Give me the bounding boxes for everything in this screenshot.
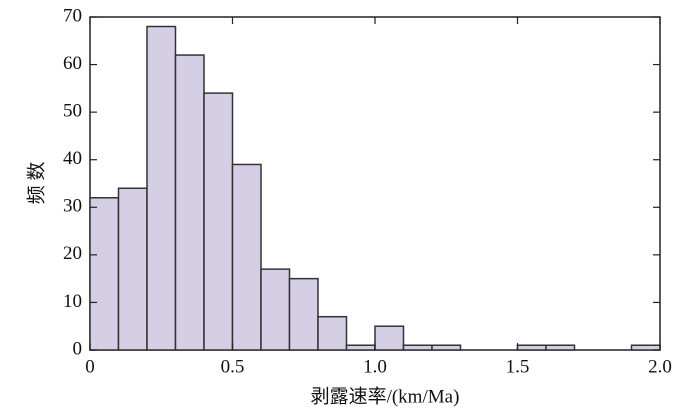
x-axis-label: 剥露速率/(km/Ma) — [311, 385, 460, 407]
x-tick-label: 1.5 — [506, 356, 530, 377]
bar — [317, 315, 348, 351]
y-tick-label: 40 — [63, 148, 82, 169]
bar — [89, 197, 120, 351]
bar — [374, 325, 405, 351]
y-tick-label: 10 — [63, 291, 82, 312]
bar — [146, 25, 177, 351]
y-tick-label: 20 — [63, 243, 82, 264]
bar — [431, 344, 462, 351]
bar — [231, 163, 262, 351]
bar — [260, 268, 291, 351]
y-tick-label: 60 — [63, 53, 82, 74]
y-tick-label: 0 — [73, 338, 83, 359]
x-tick-label: 1.0 — [363, 356, 387, 377]
bar — [345, 344, 376, 351]
x-tick-label: 0.5 — [221, 356, 245, 377]
y-tick-label: 30 — [63, 196, 82, 217]
bar — [203, 92, 234, 351]
bar — [630, 344, 661, 351]
y-tick-label: 50 — [63, 101, 82, 122]
bar — [516, 344, 547, 351]
x-tick-label: 0 — [85, 356, 95, 377]
bar — [288, 277, 319, 351]
y-tick-label: 70 — [63, 5, 82, 26]
bar — [402, 344, 433, 351]
bar — [174, 54, 205, 351]
bar — [545, 344, 576, 351]
y-axis-label: 频 数 — [25, 162, 47, 205]
bar — [117, 187, 148, 351]
x-tick-label: 2.0 — [648, 356, 672, 377]
